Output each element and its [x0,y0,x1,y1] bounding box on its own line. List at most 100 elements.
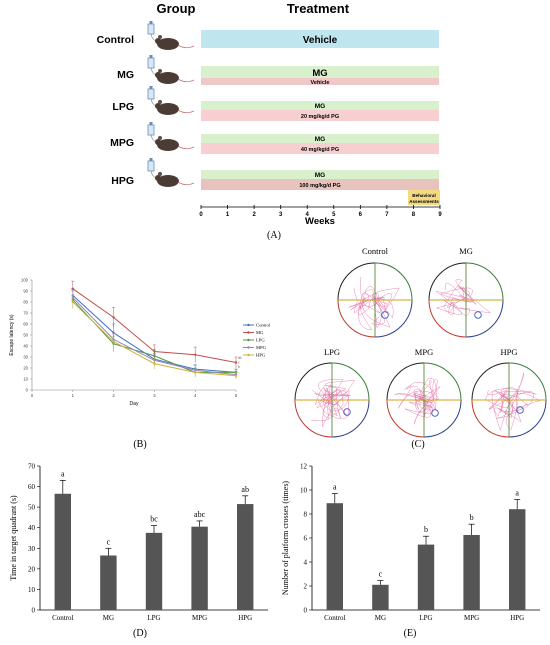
c-quadrant-arc [508,399,547,438]
d-y-tick-label: 0 [32,607,36,615]
d-significance-letter: c [107,537,111,546]
b-legend-marker [247,353,250,357]
d-significance-letter: ab [241,485,249,494]
c-quadrant-arc [465,299,504,338]
e-significance-letter: a [333,483,337,492]
c-quadrant-arc [386,399,425,438]
d-category-label: HPG [238,614,252,622]
c-quadrant-arc [374,299,413,338]
d-significance-letter: abc [194,510,206,519]
c-platform-marker [474,311,482,319]
e-bar-mg [372,584,389,610]
treatment-mg-label: MG [312,68,327,79]
treatment-hpg-sub: 100 mg/kg/d PG [299,183,340,189]
b-x-tick-label: 5 [235,393,238,398]
group-label-mg: MG [117,69,134,81]
b-series-hpg [71,295,238,379]
mg-bar-lpg [201,101,439,110]
e-y-tick-label: 8 [304,511,308,519]
c-circle-title: MG [459,246,473,256]
c-circles: Control MG LPG MPG HPG [294,246,547,438]
b-point [234,374,238,377]
b-legend-label-control: Control [256,323,271,328]
c-swim-circle-mg: MG [428,246,504,338]
b-point [71,300,75,304]
b-legend-label-mg: MG [256,330,264,335]
b-point [71,287,75,290]
b-legend-marker [247,323,250,327]
treatment-vehicle-label: Vehicle [303,35,338,46]
c-quadrant-arc [331,362,370,401]
d-bar-control [54,493,72,610]
c-circle-title: MPG [415,347,433,357]
c-quadrant-arc [386,362,425,401]
e-category-label: HPG [510,614,524,622]
d-y-tick-label: 30 [28,545,36,553]
c-quadrant-arc [294,399,333,438]
d-y-tick-label: 20 [28,565,36,573]
vehicle-bar [201,30,439,48]
b-point [194,371,197,374]
e-y-tick-label: 0 [304,607,308,615]
b-y-tick-label: 80 [23,300,28,305]
group-label-mpg: MPG [110,137,134,149]
mouse-icon-mpg [147,122,195,151]
c-quadrant-arc [428,262,467,301]
d-y-axis-title: Time in target quadrant (s) [9,495,18,581]
pg-bar-lpg [201,110,439,121]
b-y-axis-title: Escape latency (s) [9,314,15,355]
group-label-hpg: HPG [111,175,134,187]
c-swim-circle-mpg: MPG [386,347,462,438]
panel-e-platform-crosses: 0 2 4 6 8 10 12 Number of platform crosses (tim… [281,463,540,639]
group-label-lpg: LPG [112,101,134,113]
c-swim-path [435,279,492,316]
b-legend-marker [247,331,250,334]
week-tick-label: 1 [226,212,230,218]
c-platform-marker [516,406,524,414]
b-annotation: b [238,365,240,369]
panel-b-escape-latency-chart: 0 10 20 30 40 50 60 70 80 90 100 0 1 2 3 4 5 Escape laten… [9,278,271,451]
mg-bar-mg [201,66,439,78]
pg-bar-hpg [201,179,439,190]
c-circle-title: HPG [500,347,517,357]
e-chart: 0 2 4 6 8 10 12 Number of platform crosses (tim… [281,463,540,622]
c-swim-path [348,276,400,331]
panel-e-label: (E) [404,628,417,639]
c-swim-path [484,372,541,431]
b-legend-marker [247,346,250,349]
b-y-tick-label: 60 [23,322,28,327]
d-y-tick-label: 50 [28,504,36,512]
d-bar-hpg [236,504,254,610]
b-y-tick-label: 100 [21,278,29,283]
b-legend-label-mpg: MPG [256,345,267,350]
b-annotation: c [238,361,240,365]
b-legend-label-hpg: HPG [256,353,266,358]
d-bar-mpg [191,526,208,610]
c-platform-marker [381,311,389,319]
c-swim-circle-hpg: HPG [471,347,547,438]
b-point [112,316,115,319]
b-point [112,340,115,343]
c-swim-circle-control: Control [337,246,413,338]
e-bar-control [326,503,344,610]
mg-bar-hpg [201,170,439,179]
mg-bar-mpg [201,134,439,143]
c-platform-marker [431,409,439,417]
panel-a-treatment-schedule: Group Treatment Control Vehicle MG [97,1,443,241]
week-tick-label: 0 [199,212,203,218]
c-swim-path [394,377,441,424]
panel-a-label: (A) [267,230,281,241]
e-y-axis-title: Number of platform crosses (times) [281,481,290,596]
c-swim-path [311,378,356,427]
treatment-mg-sub: Vehicle [311,80,330,86]
week-tick-label: 9 [438,212,442,218]
e-significance-letter: c [379,570,383,579]
group-label-control: Control [97,34,134,46]
d-category-label: Control [52,614,73,622]
e-bar-mpg [463,535,480,610]
c-quadrant-arc [428,299,467,338]
d-y-tick-label: 40 [28,524,36,532]
e-category-label: Control [324,614,345,622]
d-y-tick-label: 10 [28,586,36,594]
